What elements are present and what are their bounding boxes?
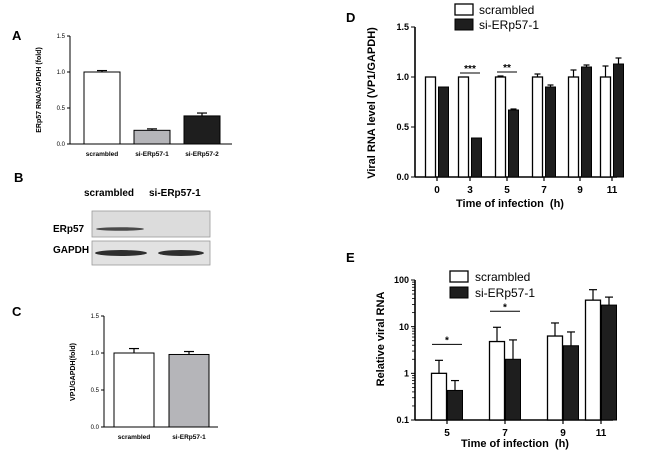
panel-c-y-tick-label-1-5: 1.5 [91,314,100,320]
panel-label-b: B [14,170,23,185]
panel-b-blot: scrambled si-ERp57-1 ERp57 GAPDH [53,188,211,266]
panel-e-significance-label-5: * [445,335,449,346]
blot-membrane-erp57 [91,210,211,238]
panel-d-bar-si-erp57-1-3 [471,137,482,178]
panel-c-x-tick-label-scrambled: scrambled [118,434,151,441]
panel-d-significance-label-3: *** [464,64,476,75]
panel-e-legend-swatch-scrambled [449,270,469,283]
panel-e-bar-scrambled-11 [584,299,602,421]
panel-d-bar-scrambled-9 [567,76,580,178]
panel-c-y-tick-label-0-5: 0.5 [91,388,100,394]
panel-d-x-tick-label-0: 0 [434,185,440,196]
panel-e-y-axis-label: Relative viral RNA [375,292,387,387]
panel-e-x-tick-label-7: 7 [502,428,508,439]
panel-e-legend-swatch-si-erp57-1 [449,286,469,299]
panel-e-x-tick-label-5: 5 [444,428,450,439]
panel-a-x-tick-label-si-erp57-2: si-ERp57-2 [185,151,219,158]
panel-d-bar-scrambled-11 [599,76,612,178]
panel-d-y-axis-label: Viral RNA level (VP1/GAPDH) [366,27,378,179]
panel-d-bar-scrambled-7 [531,76,544,178]
panel-e-x-axis-label: Time of infection (h) [461,438,569,450]
panel-d-x-axis-label: Time of infection (h) [456,198,564,210]
panel-e-legend-label-si-erp57-1: si-ERp57-1 [475,286,535,300]
panel-e-bar-si-erp57-1-5 [447,389,463,421]
panel-a-x-tick-label-si-erp57-1: si-ERp57-1 [135,151,169,158]
blot-band-gapdh-si-erp57-1 [158,250,204,256]
panel-e-legend-label-scrambled: scrambled [475,270,530,284]
panel-a-bar-scrambled [83,71,121,145]
panel-e-bar-si-erp57-1-9 [563,345,579,421]
panel-a-chart: ERp57 RNA/GAPDH (fold) 0.0 0.5 1.0 1.5 scram… [36,34,232,158]
panel-e-y-tick-label-10: 10 [399,322,409,332]
panel-label-d: D [346,10,355,25]
panel-d-y-tick-label-0-0: 0.0 [396,172,409,182]
panel-e-bar-si-erp57-1-11 [601,304,617,421]
panel-d-y-tick-label-1-0: 1.0 [396,72,409,82]
panel-d-x-tick-label-3: 3 [467,185,473,196]
panel-c-bar-si-erp57-1 [168,353,210,428]
panel-d-legend-swatch-scrambled [454,3,474,16]
panel-c-bar-scrambled [113,352,155,428]
panel-a-x-tick-label-scrambled: scrambled [86,151,119,158]
panel-d-bar-scrambled-0 [424,76,437,178]
panel-a-bar-si-erp57-2 [183,115,221,145]
panel-c-y-tick-label-1-0: 1.0 [91,351,100,357]
panel-e-x-tick-label-11: 11 [596,428,607,439]
panel-e-legend: scrambled si-ERp57-1 [449,270,535,300]
panel-e-bar-scrambled-9 [546,335,564,421]
panel-d-bar-si-erp57-1-0 [438,86,449,178]
panel-d-bar-si-erp57-1-9 [581,66,592,178]
panel-c-chart: VP1/GAPDH(fold) 0.0 0.5 1.0 1.5 scrambled si-… [70,314,218,441]
panel-label-a: A [12,28,22,43]
panel-d-legend: scrambled si-ERp57-1 [454,3,539,32]
panel-c-y-axis-label: VP1/GAPDH(fold) [70,343,77,401]
panel-a-y-axis-label: ERp57 RNA/GAPDH (fold) [36,47,43,133]
panel-d-bar-scrambled-3 [457,76,470,178]
panel-d-y-tick-label-0-5: 0.5 [396,122,409,132]
panel-c-x-tick-label-si-erp57-1: si-ERp57-1 [172,434,206,441]
panel-label-c: C [12,304,22,319]
panel-e-significance-label-7: * [503,302,507,313]
blot-row-label-erp57: ERp57 [53,224,85,235]
blot-band-erp57-scrambled [96,227,144,231]
panel-e-x-tick-label-9: 9 [560,428,566,439]
blot-col-label-si-erp57-1: si-ERp57-1 [149,188,201,199]
panel-label-e: E [346,250,355,265]
panel-d-x-tick-label-9: 9 [577,185,583,196]
panel-a-y-tick-label-0-0: 0.0 [57,142,66,148]
panel-d-y-tick-label-1-5: 1.5 [396,22,409,32]
panel-d-bar-si-erp57-1-5 [508,109,519,178]
panel-d-chart: Viral RNA level (VP1/GAPDH) Time of infe… [366,3,624,210]
panel-e-bar-scrambled-5 [430,372,448,421]
panel-e-chart: Relative viral RNA Time of infection (h)… [375,270,617,450]
panel-e-bar-scrambled-7 [488,340,506,421]
panel-d-x-tick-label-7: 7 [541,185,547,196]
panel-a-y-tick-label-0-5: 0.5 [57,106,66,112]
blot-band-gapdh-scrambled [95,250,147,256]
panel-e-y-tick-label-0-1: 0.1 [396,415,409,425]
blot-col-label-scrambled: scrambled [84,188,134,199]
panel-e-bar-si-erp57-1-7 [505,358,521,421]
panel-d-legend-swatch-si-erp57-1 [454,18,474,31]
panel-d-x-tick-label-5: 5 [504,185,510,196]
panel-e-y-tick-label-100: 100 [394,275,409,285]
panel-d-legend-label-scrambled: scrambled [479,3,534,17]
panel-a-bar-si-erp57-1 [133,129,171,145]
panel-d-bar-si-erp57-1-11 [613,63,624,178]
panel-d-x-tick-label-11: 11 [607,185,618,196]
panel-d-bar-scrambled-5 [494,76,507,178]
panel-d-legend-label-si-erp57-1: si-ERp57-1 [479,18,539,32]
panel-a-y-tick-label-1-5: 1.5 [57,34,66,40]
panel-c-y-tick-label-0-0: 0.0 [91,425,100,431]
panel-d-bar-si-erp57-1-7 [545,86,556,178]
panel-d-significance-label-5: ** [503,63,511,74]
blot-row-label-gapdh: GAPDH [53,245,89,256]
panel-e-y-tick-label-1: 1 [404,368,409,378]
panel-a-y-tick-label-1-0: 1.0 [57,70,66,76]
